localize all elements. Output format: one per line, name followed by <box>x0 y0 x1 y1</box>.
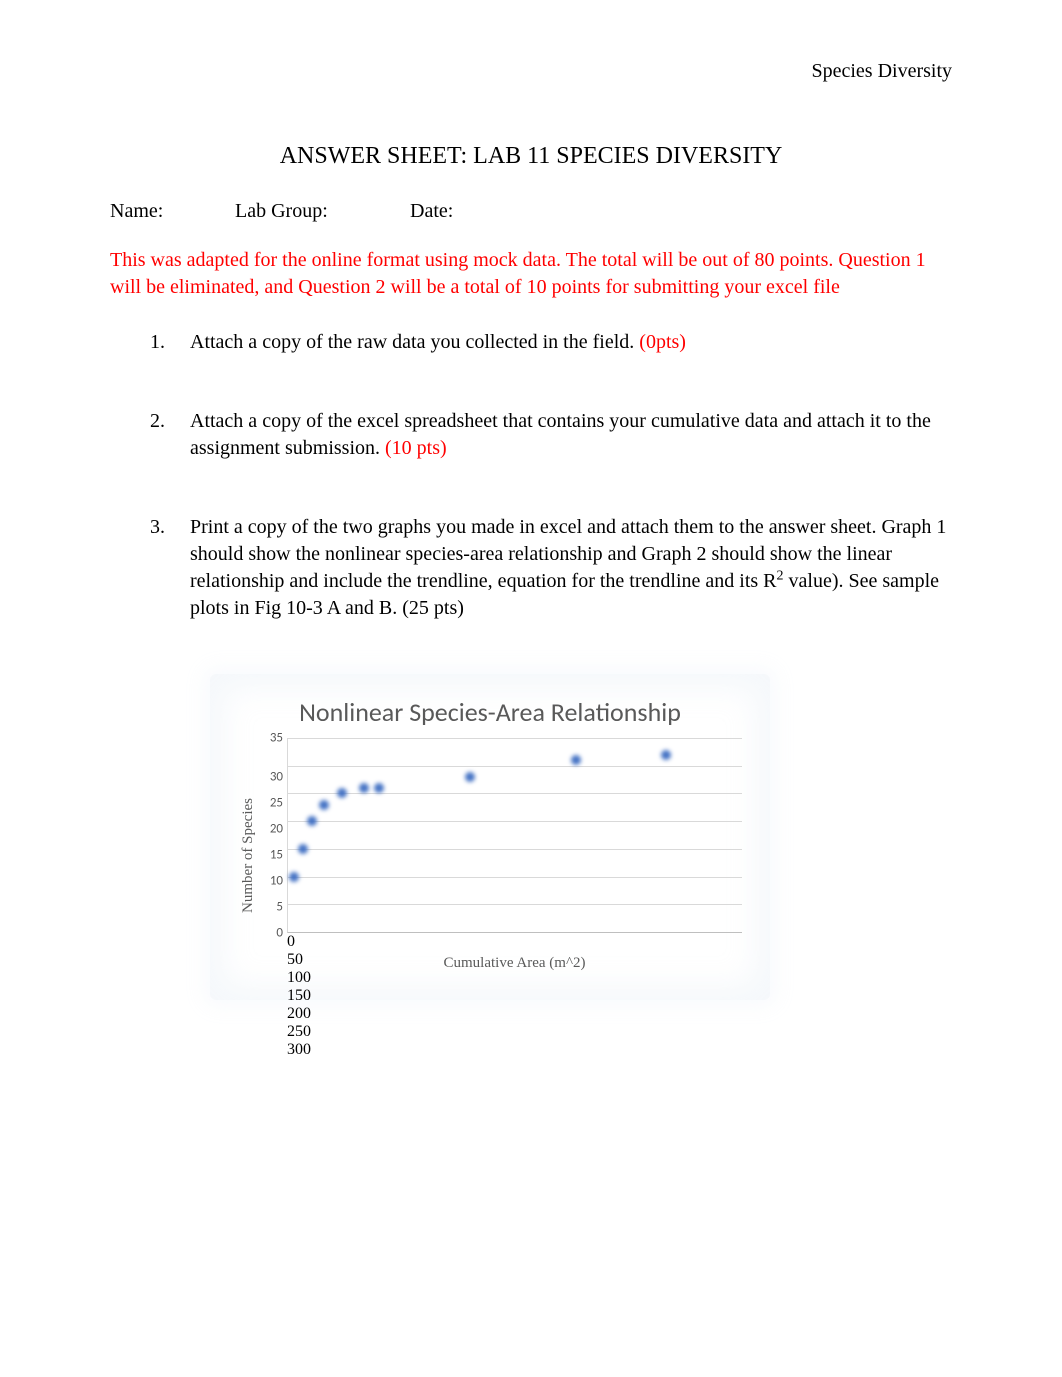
chart-y-tick: 30 <box>270 771 283 784</box>
question-3: 3. Print a copy of the two graphs you ma… <box>160 514 952 622</box>
chart-data-point <box>571 755 581 765</box>
page: Species Diversity ANSWER SHEET: LAB 11 S… <box>0 0 1062 1040</box>
name-label: Name: <box>110 200 230 223</box>
chart-x-tick: 250 <box>287 1023 742 1041</box>
question-points: (0pts) <box>639 331 686 353</box>
meta-row: Name: Lab Group: Date: <box>110 200 952 223</box>
adaptation-notice: This was adapted for the online format u… <box>110 247 952 301</box>
chart-data-point <box>337 788 347 798</box>
chart-data-point <box>289 872 299 882</box>
question-text: Print a copy of the two graphs you made … <box>190 516 946 619</box>
chart-x-tick: 100 <box>287 969 742 987</box>
chart-y-tick: 5 <box>276 901 283 914</box>
header-subject: Species Diversity <box>110 60 952 83</box>
question-points: (25 pts) <box>402 597 464 619</box>
chart-x-ticks: 050100150200250300 <box>287 933 742 949</box>
chart-data-point <box>661 750 671 760</box>
question-points: (10 pts) <box>385 437 447 459</box>
chart-x-tick: 50 <box>287 951 742 969</box>
chart-y-tick: 20 <box>270 823 283 836</box>
chart-y-tick: 10 <box>270 875 283 888</box>
chart-plot-area: 35302520151050 <box>257 738 742 933</box>
chart-data-point <box>307 816 317 826</box>
question-2: 2. Attach a copy of the excel spreadshee… <box>160 408 952 462</box>
group-label: Lab Group: <box>235 200 405 223</box>
chart-y-tick: 25 <box>270 797 283 810</box>
chart-data-point <box>319 800 329 810</box>
chart-y-tick: 35 <box>270 732 283 745</box>
chart-x-tick: 200 <box>287 1005 742 1023</box>
page-title: ANSWER SHEET: LAB 11 SPECIES DIVERSITY <box>110 143 952 170</box>
question-list: 1. Attach a copy of the raw data you col… <box>110 329 952 622</box>
chart-x-tick: 300 <box>287 1041 742 1059</box>
chart-x-tick: 150 <box>287 987 742 1005</box>
chart-data-point <box>374 783 384 793</box>
chart-data-point <box>465 772 475 782</box>
chart-points <box>288 738 742 932</box>
question-text: Attach a copy of the excel spreadsheet t… <box>190 410 931 459</box>
question-text: Attach a copy of the raw data you collec… <box>190 331 639 353</box>
question-number: 3. <box>150 514 165 541</box>
chart-x-tick: 0 <box>287 933 742 951</box>
chart-title: Nonlinear Species-Area Relationship <box>238 696 742 728</box>
chart-y-ticks: 35302520151050 <box>257 738 287 933</box>
question-number: 1. <box>150 329 165 356</box>
chart-data-point <box>298 844 308 854</box>
chart-y-axis-label: Number of Species <box>238 798 257 913</box>
chart-y-tick: 0 <box>276 927 283 940</box>
chart-nonlinear: Nonlinear Species-Area Relationship Numb… <box>210 674 770 1000</box>
question-number: 2. <box>150 408 165 435</box>
chart-data-point <box>359 783 369 793</box>
chart-y-tick: 15 <box>270 849 283 862</box>
question-1: 1. Attach a copy of the raw data you col… <box>160 329 952 356</box>
date-label: Date: <box>410 200 453 223</box>
